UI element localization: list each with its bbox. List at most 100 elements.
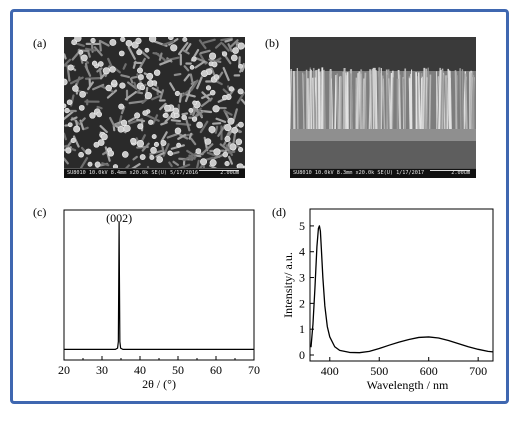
nanorod — [198, 39, 207, 50]
nanorod — [212, 122, 222, 125]
nanorod — [104, 146, 111, 162]
nanorod-tip — [109, 66, 116, 73]
nanorod-column — [342, 68, 346, 130]
nanorod — [236, 91, 245, 104]
nanorod — [172, 160, 180, 166]
nanorod — [227, 155, 234, 165]
nanorod — [168, 161, 173, 168]
nanorod-tip — [89, 112, 96, 119]
nanorod-tip — [211, 61, 218, 68]
nanorod-column — [349, 73, 353, 130]
nanorod — [129, 77, 134, 84]
nanorod-column — [440, 69, 444, 130]
nanorod-tip — [213, 74, 220, 80]
nanorod-column — [410, 69, 413, 130]
panel-a-label: (a) — [33, 36, 47, 50]
nanorod — [196, 76, 203, 90]
nanorod-tip — [168, 151, 173, 156]
nanorod-tip — [117, 126, 125, 133]
nanorod — [106, 89, 118, 99]
nanorod — [72, 135, 80, 148]
nanorod — [190, 137, 197, 146]
nanorod-tip — [105, 84, 112, 92]
nanorod-tip — [237, 88, 244, 95]
nanorod — [188, 132, 193, 140]
nanorod-tip — [192, 100, 197, 106]
nanorod — [107, 57, 113, 67]
nanorod — [124, 90, 137, 101]
nanorod — [217, 124, 227, 137]
sem-meta-text: SU8010 10.0kV 8.4mm x20.0k SE(U) 5/17/20… — [67, 170, 199, 176]
nanorod — [190, 80, 197, 85]
nanorod — [64, 157, 69, 165]
nanorod — [122, 63, 127, 70]
nanorod-column — [422, 67, 426, 130]
nanorod — [183, 73, 191, 82]
nanorod — [193, 154, 202, 158]
nanorod-tip — [120, 119, 128, 126]
nanorod-tip — [125, 39, 133, 47]
plot-frame — [309, 208, 494, 362]
nanorod — [226, 150, 236, 154]
nanorod — [85, 47, 97, 52]
nanorod-tip — [136, 67, 143, 74]
nanorod-tip — [64, 103, 67, 109]
panel-d-label: (d) — [272, 205, 286, 219]
nanorod — [184, 117, 191, 132]
y-axis-label: Intensity/ a.u. — [281, 252, 295, 318]
nanorod-column — [311, 77, 315, 130]
nanorod — [149, 149, 165, 156]
nanorod-tip — [196, 121, 203, 129]
nanorod-column — [339, 75, 342, 130]
sem-meta-text: SU8010 10.0kV 8.3mm x20.0k SE(U) 1/17/20… — [293, 170, 425, 176]
nanorod-column — [319, 76, 322, 130]
nanorod — [232, 108, 238, 122]
nanorod — [173, 72, 182, 77]
nanorod-tip — [142, 110, 149, 116]
nanorod-tip — [174, 90, 180, 96]
nanorod-tip — [139, 154, 146, 160]
nanorod-column — [420, 78, 423, 130]
nanorod — [69, 76, 84, 85]
nanorod — [190, 79, 199, 92]
scale-bar — [199, 170, 239, 171]
nanorod — [98, 39, 102, 52]
nanorod — [179, 89, 191, 99]
nanorod-column — [397, 69, 401, 130]
nanorod-tip — [136, 49, 143, 56]
nanorod — [64, 132, 67, 141]
nanorod-tip — [144, 47, 150, 53]
nanorod-column — [290, 68, 292, 130]
nanorod — [128, 100, 145, 105]
nanorod — [139, 57, 146, 69]
nanorod-tip — [109, 39, 117, 46]
nanorod-column — [296, 67, 299, 130]
nanorod-column — [438, 67, 441, 130]
nanorod — [66, 65, 71, 82]
nanorod-tip — [222, 151, 229, 158]
nanorod — [177, 133, 187, 140]
nanorod — [151, 86, 162, 94]
nanorod-tip — [70, 137, 76, 144]
nanorod — [127, 46, 136, 60]
nanorod — [136, 145, 149, 149]
nanorod-column — [315, 71, 319, 130]
nanorod-tip — [153, 141, 159, 147]
nanorod-column — [316, 69, 320, 130]
nanorod-tip — [160, 139, 167, 146]
nanorod-column — [454, 70, 458, 130]
nanorod — [201, 143, 214, 155]
nanorod-tip — [195, 148, 202, 154]
nanorod-column — [448, 69, 451, 130]
nanorod — [163, 56, 180, 62]
nanorod-tip — [212, 105, 220, 113]
nanorod-tip — [119, 82, 126, 89]
nanorod-tip — [224, 135, 231, 142]
nanorod-column — [356, 73, 360, 130]
nanorod-tip — [64, 107, 70, 114]
nanorod-tip — [188, 108, 194, 113]
nanorod-column — [375, 70, 378, 130]
nanorod — [64, 58, 72, 68]
nanorod — [189, 73, 194, 83]
nanorod — [82, 126, 89, 131]
